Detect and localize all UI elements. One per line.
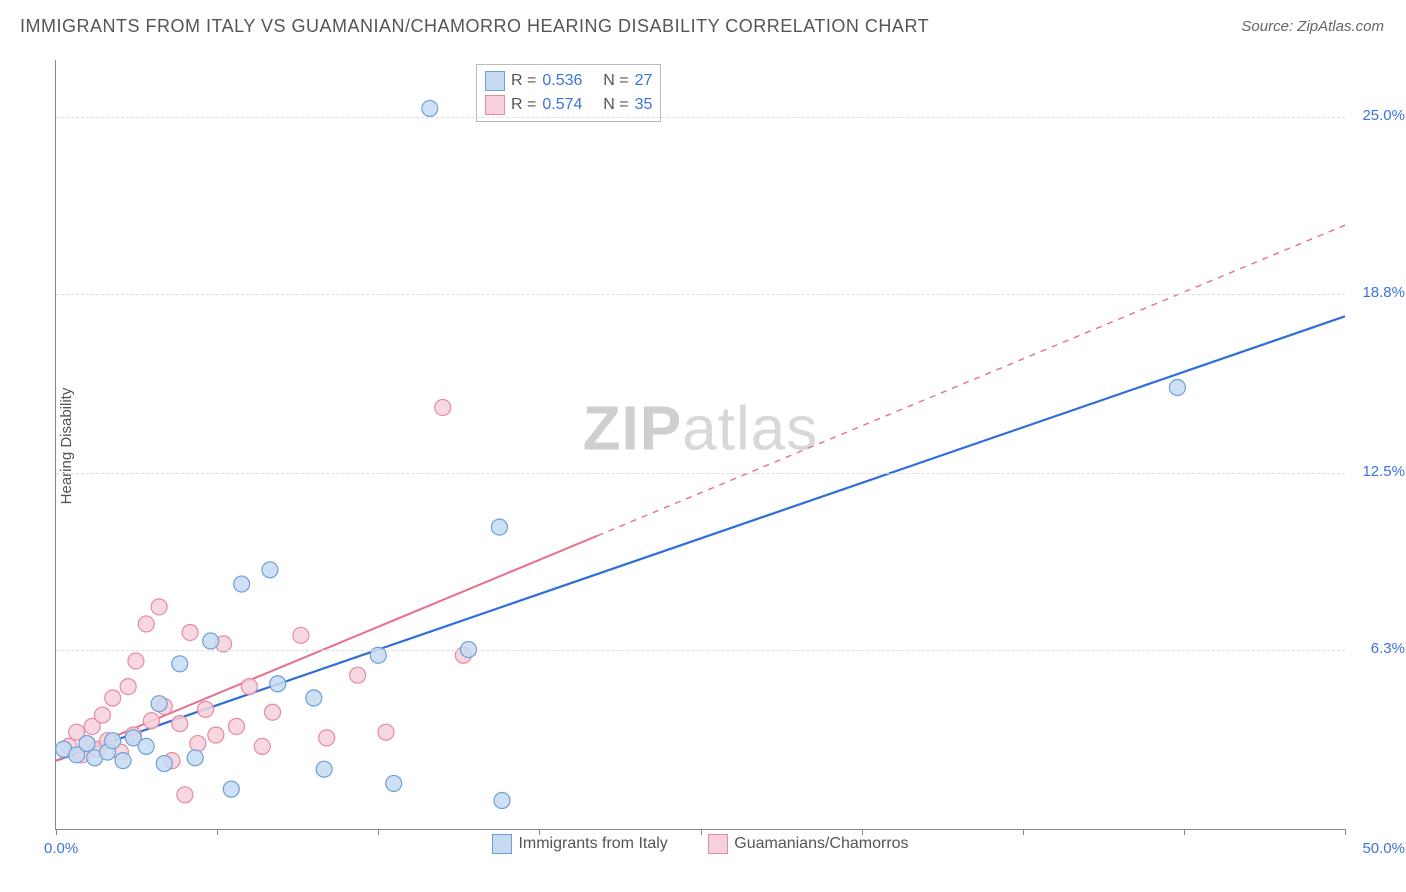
data-point — [306, 690, 322, 706]
data-point — [182, 624, 198, 640]
legend-label-italy: Immigrants from Italy — [518, 835, 667, 853]
x-tick-label: 0.0% — [44, 840, 78, 857]
data-point — [203, 633, 219, 649]
data-point — [198, 701, 214, 717]
data-point — [270, 676, 286, 692]
legend-row-1: R = 0.536 N = 27 — [485, 69, 652, 93]
plot-svg — [56, 60, 1345, 829]
data-point — [143, 713, 159, 729]
r-label-1: R = — [511, 72, 536, 90]
source-name: ZipAtlas.com — [1297, 18, 1384, 35]
swatch-italy-icon — [485, 71, 505, 91]
x-tick — [539, 829, 540, 835]
data-point — [105, 733, 121, 749]
x-tick — [56, 829, 57, 835]
y-tick-label: 25.0% — [1362, 107, 1405, 124]
data-point — [262, 562, 278, 578]
n-label-1: N = — [603, 72, 628, 90]
data-point — [422, 100, 438, 116]
r-value-1: 0.536 — [542, 72, 582, 90]
data-point — [208, 727, 224, 743]
data-point — [234, 576, 250, 592]
data-point — [115, 753, 131, 769]
data-point — [138, 616, 154, 632]
swatch-guamanian-icon — [485, 95, 505, 115]
data-point — [172, 716, 188, 732]
data-point — [228, 718, 244, 734]
n-value-2: 35 — [635, 96, 653, 114]
legend-label-guamanian: Guamanians/Chamorros — [734, 835, 908, 853]
regression-line-dashed — [597, 225, 1345, 536]
data-point — [172, 656, 188, 672]
x-tick — [701, 829, 702, 835]
data-point — [254, 738, 270, 754]
data-point — [79, 736, 95, 752]
data-point — [190, 736, 206, 752]
data-point — [94, 707, 110, 723]
swatch-guamanian-bottom-icon — [708, 834, 728, 854]
data-point — [151, 696, 167, 712]
n-value-1: 27 — [635, 72, 653, 90]
x-tick — [378, 829, 379, 835]
x-tick — [1345, 829, 1346, 835]
gridline — [56, 294, 1345, 295]
data-point — [128, 653, 144, 669]
data-point — [319, 730, 335, 746]
data-point — [316, 761, 332, 777]
data-point — [293, 627, 309, 643]
data-point — [187, 750, 203, 766]
data-point — [241, 679, 257, 695]
series-legend: Immigrants from Italy Guamanians/Chamorr… — [56, 834, 1345, 859]
data-point — [350, 667, 366, 683]
data-point — [177, 787, 193, 803]
data-point — [265, 704, 281, 720]
correlation-legend-box: R = 0.536 N = 27 R = 0.574 N = 35 — [476, 64, 661, 122]
data-point — [435, 399, 451, 415]
r-value-2: 0.574 — [542, 96, 582, 114]
gridline — [56, 473, 1345, 474]
y-tick-label: 6.3% — [1371, 640, 1405, 657]
data-point — [156, 755, 172, 771]
data-point — [494, 793, 510, 809]
data-point — [120, 679, 136, 695]
n-label-2: N = — [603, 96, 628, 114]
regression-line — [56, 536, 597, 761]
y-tick-label: 12.5% — [1362, 463, 1405, 480]
data-point — [1169, 380, 1185, 396]
source-label: Source: — [1241, 18, 1293, 35]
data-point — [223, 781, 239, 797]
x-tick — [217, 829, 218, 835]
x-tick — [1023, 829, 1024, 835]
x-tick — [862, 829, 863, 835]
legend-item-guamanian: Guamanians/Chamorros — [708, 834, 908, 854]
data-point — [491, 519, 507, 535]
chart-container: IMMIGRANTS FROM ITALY VS GUAMANIAN/CHAMO… — [0, 0, 1406, 892]
gridline — [56, 650, 1345, 651]
x-tick-label: 50.0% — [1362, 840, 1405, 857]
x-tick — [1184, 829, 1185, 835]
legend-item-italy: Immigrants from Italy — [492, 834, 667, 854]
source-credit: Source: ZipAtlas.com — [1241, 18, 1384, 35]
plot-area: ZIPatlas R = 0.536 N = 27 R = 0.574 N = … — [55, 60, 1345, 830]
data-point — [151, 599, 167, 615]
data-point — [378, 724, 394, 740]
chart-title: IMMIGRANTS FROM ITALY VS GUAMANIAN/CHAMO… — [20, 16, 929, 37]
data-point — [138, 738, 154, 754]
data-point — [386, 775, 402, 791]
y-tick-label: 18.8% — [1362, 284, 1405, 301]
legend-row-2: R = 0.574 N = 35 — [485, 93, 652, 117]
swatch-italy-bottom-icon — [492, 834, 512, 854]
r-label-2: R = — [511, 96, 536, 114]
data-point — [105, 690, 121, 706]
gridline — [56, 117, 1345, 118]
